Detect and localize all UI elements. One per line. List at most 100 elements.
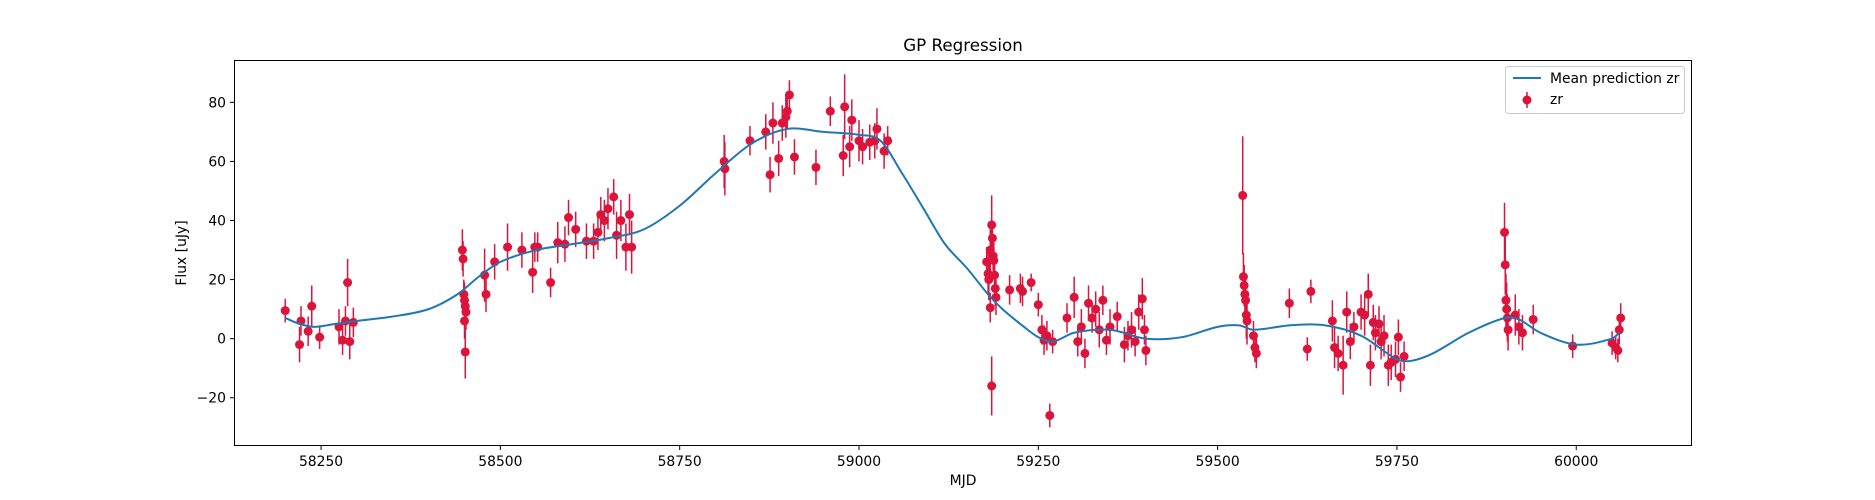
data-point [1500, 260, 1510, 270]
y-tick-label: 60 [208, 154, 226, 170]
mean-prediction-path [284, 127, 1620, 363]
errorbar-points [280, 74, 1626, 428]
data-point [1393, 332, 1403, 342]
data-point [987, 381, 997, 391]
data-point [481, 289, 491, 299]
data-point [1284, 298, 1294, 308]
data-point [603, 204, 613, 214]
x-tick-label: 58250 [299, 454, 343, 470]
data-point [1005, 285, 1015, 295]
mean-prediction-line [284, 127, 1620, 363]
data-point [1379, 331, 1389, 341]
axes-frame [234, 60, 1692, 446]
data-point [1396, 372, 1406, 382]
data-point [280, 306, 290, 316]
x-tick-label: 59250 [1016, 454, 1060, 470]
data-point [345, 337, 355, 347]
data-point [1112, 312, 1122, 322]
data-point [1238, 190, 1248, 200]
data-point [338, 335, 348, 345]
data-point [624, 210, 634, 220]
data-point [1616, 313, 1626, 323]
data-point [1042, 331, 1052, 341]
data-point [457, 245, 467, 255]
data-point [1613, 345, 1623, 355]
data-point [840, 102, 850, 112]
data-point [768, 118, 778, 128]
legend: Mean prediction zr zr [1505, 66, 1685, 114]
data-point [458, 254, 468, 264]
data-point [1251, 348, 1261, 358]
x-tick-label: 58750 [658, 454, 702, 470]
legend-box [1505, 66, 1685, 114]
y-axis-label: Flux [uJy] [174, 220, 190, 285]
data-point [990, 270, 1000, 280]
data-point [1076, 322, 1086, 332]
data-point [460, 347, 470, 357]
data-point [811, 162, 821, 172]
data-point [847, 115, 857, 125]
data-point [528, 267, 538, 277]
data-point [1614, 325, 1624, 335]
x-tick-label: 59500 [1196, 454, 1240, 470]
data-point [593, 227, 603, 237]
data-point [1137, 294, 1147, 304]
x-axis: 58250 58500 58750 59000 59250 59500 59750 60000 [299, 445, 1598, 470]
data-point [295, 340, 305, 350]
data-point [1333, 348, 1343, 358]
data-point [1342, 307, 1352, 317]
data-point [1026, 278, 1036, 288]
data-point [307, 301, 317, 311]
data-point [1037, 325, 1047, 335]
data-point [503, 242, 513, 252]
data-point [845, 142, 855, 152]
data-point [1374, 319, 1384, 329]
data-point [989, 255, 999, 265]
data-point [1062, 313, 1072, 323]
data-point [782, 106, 792, 116]
data-point [987, 233, 997, 243]
data-point [1098, 295, 1108, 305]
data-point [825, 106, 835, 116]
data-point [1127, 325, 1137, 335]
data-point [1239, 280, 1249, 290]
data-point [340, 316, 350, 326]
data-point [1502, 304, 1512, 314]
data-point [838, 151, 848, 161]
data-point [599, 216, 609, 226]
chart-title: GP Regression [903, 35, 1023, 55]
data-point [1363, 289, 1373, 299]
data-point [1349, 322, 1359, 332]
y-tick-label: 80 [208, 95, 226, 111]
x-tick-label: 59000 [837, 454, 881, 470]
data-point [1101, 335, 1111, 345]
y-tick-label: 0 [217, 332, 226, 348]
data-point [564, 213, 574, 223]
data-point [315, 332, 325, 342]
x-tick-label: 59750 [1375, 454, 1419, 470]
data-point [1500, 227, 1510, 237]
data-point [982, 257, 992, 267]
data-point [1501, 295, 1511, 305]
data-point [343, 278, 353, 288]
data-point [1370, 328, 1380, 338]
data-point [1084, 298, 1094, 308]
legend-point-swatch [1522, 95, 1532, 105]
data-point [858, 142, 868, 152]
data-point [1238, 272, 1248, 282]
data-point [609, 192, 619, 202]
data-point [1119, 340, 1129, 350]
data-point [460, 316, 470, 326]
data-point [883, 136, 893, 146]
plot-area [234, 60, 1692, 446]
data-point [1080, 348, 1090, 358]
data-point [571, 224, 581, 234]
data-point [774, 153, 784, 163]
data-point [1399, 351, 1409, 361]
data-point [1134, 307, 1144, 317]
data-point [1045, 410, 1055, 420]
x-tick-label: 60000 [1554, 454, 1598, 470]
data-point [1360, 310, 1370, 320]
legend-label-mean: Mean prediction zr [1550, 71, 1680, 87]
data-point [1528, 314, 1538, 324]
